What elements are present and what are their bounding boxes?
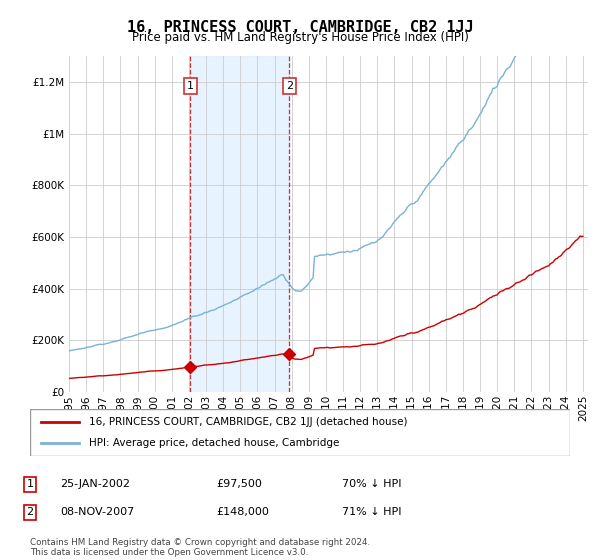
Text: 16, PRINCESS COURT, CAMBRIDGE, CB2 1JJ: 16, PRINCESS COURT, CAMBRIDGE, CB2 1JJ [127, 20, 473, 35]
Text: £97,500: £97,500 [216, 479, 262, 489]
Text: £148,000: £148,000 [216, 507, 269, 517]
Text: 1: 1 [26, 479, 34, 489]
Text: HPI: Average price, detached house, Cambridge: HPI: Average price, detached house, Camb… [89, 438, 340, 448]
Bar [190, 56, 289, 392]
Text: 2: 2 [26, 507, 34, 517]
Text: 70% ↓ HPI: 70% ↓ HPI [342, 479, 401, 489]
Text: 16, PRINCESS COURT, CAMBRIDGE, CB2 1JJ (detached house): 16, PRINCESS COURT, CAMBRIDGE, CB2 1JJ (… [89, 417, 408, 427]
Text: 25-JAN-2002: 25-JAN-2002 [60, 479, 130, 489]
Text: Price paid vs. HM Land Registry's House Price Index (HPI): Price paid vs. HM Land Registry's House … [131, 31, 469, 44]
FancyBboxPatch shape [30, 409, 570, 456]
Text: 2: 2 [286, 81, 293, 91]
Text: 71% ↓ HPI: 71% ↓ HPI [342, 507, 401, 517]
Text: 1: 1 [187, 81, 194, 91]
Text: 08-NOV-2007: 08-NOV-2007 [60, 507, 134, 517]
Text: Contains HM Land Registry data © Crown copyright and database right 2024.
This d: Contains HM Land Registry data © Crown c… [30, 538, 370, 557]
